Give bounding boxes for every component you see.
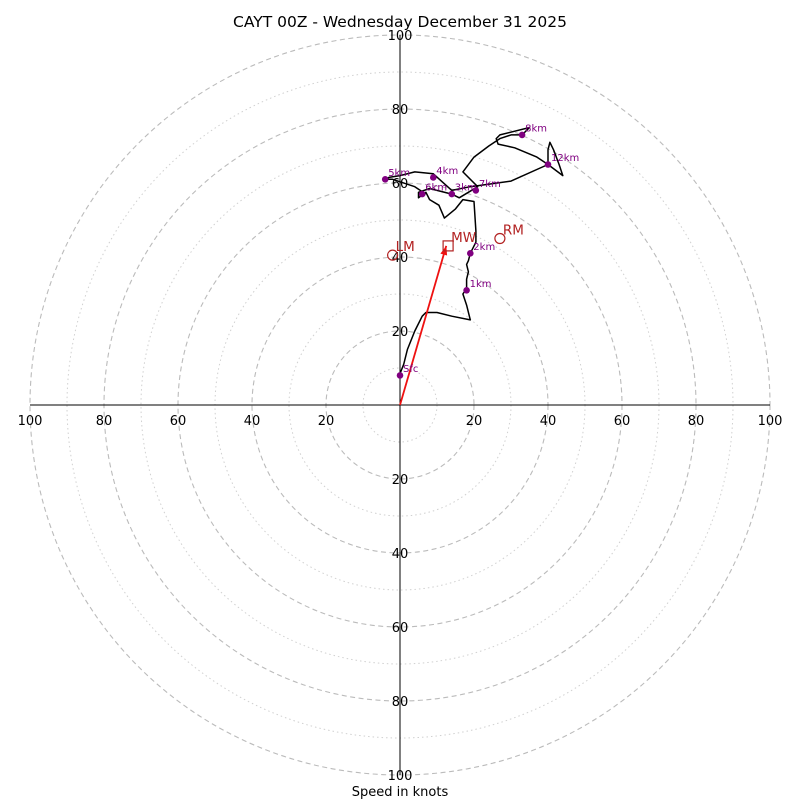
- chart-title: CAYT 00Z - Wednesday December 31 2025: [233, 13, 567, 31]
- tick-label-south-20: 20: [392, 473, 409, 488]
- height-marker-5km: [381, 176, 389, 183]
- height-label-12km: 12km: [551, 153, 579, 164]
- height-marker-4km: [430, 174, 437, 181]
- tick-label-west-80: 80: [96, 414, 113, 429]
- tick-label-west-40: 40: [244, 414, 261, 429]
- mean-wind-arrow: [399, 245, 448, 406]
- height-label-7km: 7km: [479, 179, 501, 190]
- tick-label-east-60: 60: [614, 414, 631, 429]
- tick-label-south-60: 60: [392, 621, 409, 636]
- storm-motion-label-lm: LM: [396, 239, 415, 255]
- tick-label-north-20: 20: [392, 325, 409, 340]
- tick-label-east-40: 40: [540, 414, 557, 429]
- height-marker-8km: [518, 131, 526, 139]
- tick-label-west-20: 20: [318, 414, 335, 429]
- height-label-6km: 6km: [425, 183, 447, 194]
- tick-label-north-80: 80: [392, 103, 409, 118]
- tick-label-east-20: 20: [466, 414, 483, 429]
- tick-label-west-60: 60: [170, 414, 187, 429]
- height-marker-6km: [418, 190, 426, 198]
- height-label-1km: 1km: [470, 279, 492, 290]
- height-label-5km: 5km: [388, 168, 410, 179]
- tick-label-south-80: 80: [392, 695, 409, 710]
- storm-motion-marker-mw: [442, 240, 454, 252]
- height-marker-sfc: [396, 372, 404, 379]
- storm-motion-label-mw: MW: [451, 230, 476, 246]
- height-marker-1km: [463, 287, 470, 294]
- hodograph-trace-group: [384, 126, 564, 374]
- tick-label-south-100: 100: [388, 769, 413, 784]
- height-label-2km: 2km: [473, 242, 495, 253]
- height-label-8km: 8km: [525, 123, 547, 134]
- tick-label-south-40: 40: [392, 547, 409, 562]
- storm-motion-marker-lm: [387, 249, 399, 261]
- hodograph-trace: [384, 126, 564, 374]
- tick-label-east-100: 100: [758, 414, 783, 429]
- height-marker-3km: [448, 190, 456, 198]
- height-label-3km: 3km: [455, 183, 477, 194]
- height-label-sfc: Sfc: [403, 364, 418, 375]
- tick-label-east-80: 80: [688, 414, 705, 429]
- height-marker-2km: [467, 250, 474, 257]
- tick-label-north-40: 40: [392, 251, 409, 266]
- x-axis-label: Speed in knots: [352, 785, 449, 800]
- storm-motion-label-rm: RM: [503, 223, 524, 239]
- tick-label-west-100: 100: [18, 414, 43, 429]
- height-marker-12km: [544, 161, 552, 168]
- tick-label-north-100: 100: [388, 29, 413, 44]
- height-markers-group: Sfc 1km 2km 3km 4km 5km 6km 7km 8km 12km: [381, 123, 579, 379]
- height-label-4km: 4km: [436, 166, 458, 177]
- storm-motion-marker-rm: [494, 232, 506, 245]
- tick-labels: 2020202040404040606060608080808010010010…: [18, 29, 783, 784]
- storm-motion-group: RM LM MW: [387, 223, 524, 406]
- height-marker-7km: [472, 187, 480, 194]
